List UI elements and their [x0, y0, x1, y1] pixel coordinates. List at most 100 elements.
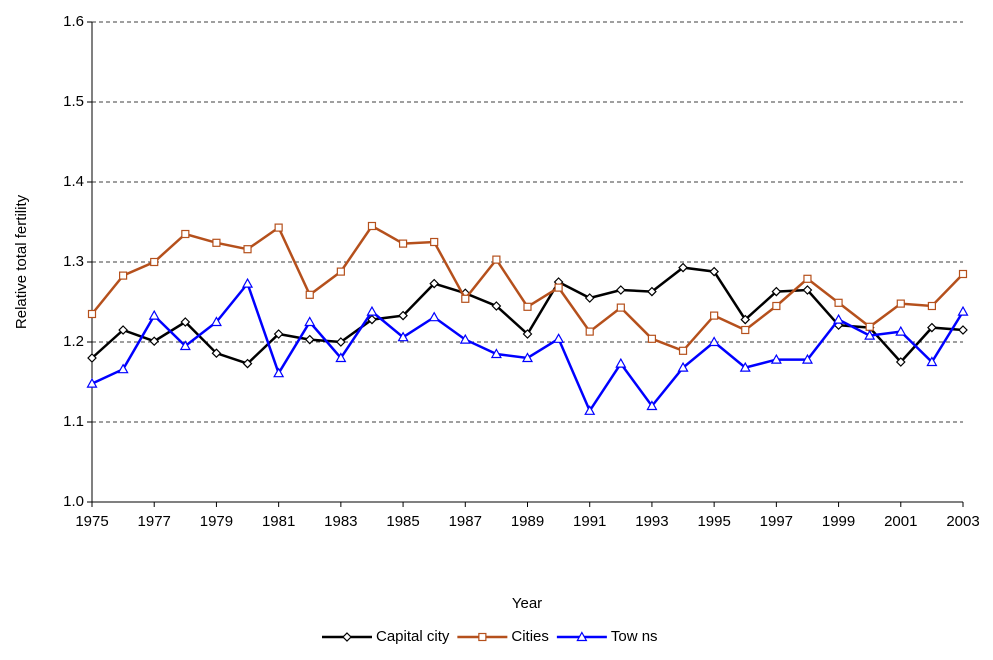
marker: [273, 329, 284, 339]
marker: [772, 301, 781, 311]
marker: [243, 245, 252, 254]
marker: [461, 294, 470, 303]
marker: [148, 309, 160, 320]
marker: [678, 262, 688, 273]
marker: [615, 285, 626, 295]
marker: [803, 274, 812, 283]
x-axis-label: Year: [512, 595, 542, 612]
marker: [367, 221, 377, 231]
marker: [304, 334, 315, 345]
marker: [708, 336, 720, 347]
marker: [896, 299, 905, 308]
marker: [710, 311, 719, 320]
legend-label: Tow ns: [611, 628, 658, 645]
marker: [802, 285, 813, 295]
marker: [833, 313, 845, 324]
y-tick-label: 1.0: [63, 493, 84, 510]
marker: [398, 310, 408, 321]
marker: [576, 631, 588, 642]
marker: [521, 352, 534, 363]
x-tick-label: 1975: [75, 513, 108, 530]
marker: [430, 237, 439, 247]
marker: [428, 311, 440, 322]
marker: [554, 283, 563, 292]
marker: [335, 352, 347, 363]
x-tick-label: 1989: [511, 513, 544, 530]
marker: [181, 229, 190, 239]
marker: [958, 269, 968, 279]
marker: [336, 267, 345, 276]
marker: [678, 346, 688, 355]
marker: [523, 302, 532, 311]
marker: [770, 353, 782, 364]
marker: [709, 266, 719, 277]
marker: [927, 322, 937, 333]
marker: [926, 356, 938, 367]
marker: [741, 325, 750, 335]
marker: [87, 309, 97, 319]
y-tick-label: 1.2: [63, 333, 84, 350]
x-tick-label: 1999: [822, 513, 855, 530]
marker: [834, 298, 843, 307]
marker: [927, 301, 936, 311]
marker: [273, 367, 285, 378]
marker: [180, 317, 191, 327]
marker: [740, 314, 751, 325]
x-tick-label: 1985: [386, 513, 419, 530]
marker: [305, 290, 314, 299]
x-tick-label: 1979: [200, 513, 233, 530]
marker: [342, 632, 352, 642]
marker: [211, 348, 222, 359]
x-tick-label: 1987: [449, 513, 482, 530]
marker: [771, 286, 782, 297]
legend: Capital city Cities Tow ns: [322, 628, 658, 645]
x-tick-label: 1991: [573, 513, 606, 530]
marker: [584, 405, 596, 415]
marker: [304, 316, 316, 327]
legend-label: Capital city: [376, 628, 450, 645]
marker: [895, 325, 907, 336]
marker: [584, 293, 595, 303]
marker: [553, 333, 565, 343]
marker: [739, 361, 751, 372]
marker: [242, 358, 253, 369]
marker: [119, 271, 128, 280]
marker: [646, 400, 658, 411]
marker: [522, 329, 533, 339]
marker: [242, 277, 254, 288]
marker: [150, 257, 159, 267]
marker: [647, 286, 657, 297]
x-tick-label: 1977: [138, 513, 171, 530]
marker: [118, 325, 128, 335]
marker: [366, 305, 378, 316]
x-tick-label: 1997: [760, 513, 793, 530]
marker: [87, 353, 97, 363]
x-tick-label: 1981: [262, 513, 295, 530]
marker: [86, 377, 98, 388]
y-tick-label: 1.1: [63, 413, 84, 430]
marker: [895, 357, 906, 367]
marker: [397, 331, 409, 342]
x-tick-label: 1993: [635, 513, 668, 530]
y-tick-label: 1.3: [63, 253, 84, 270]
marker: [117, 363, 129, 374]
marker: [491, 301, 502, 311]
x-tick-label: 1995: [697, 513, 730, 530]
x-tick-label: 2001: [884, 513, 917, 530]
marker: [615, 357, 627, 368]
y-axis-label: Relative total fertility: [13, 194, 30, 329]
marker: [801, 353, 813, 364]
x-tick-label: 1983: [324, 513, 357, 530]
marker: [490, 348, 502, 359]
marker: [677, 361, 689, 372]
marker: [958, 325, 968, 335]
series-line: [91, 281, 965, 414]
marker: [210, 316, 222, 327]
marker: [179, 340, 191, 351]
marker: [459, 333, 471, 344]
marker: [429, 278, 440, 289]
marker: [367, 314, 377, 325]
marker: [957, 305, 969, 316]
y-tick-label: 1.6: [63, 13, 84, 30]
marker: [149, 336, 160, 347]
